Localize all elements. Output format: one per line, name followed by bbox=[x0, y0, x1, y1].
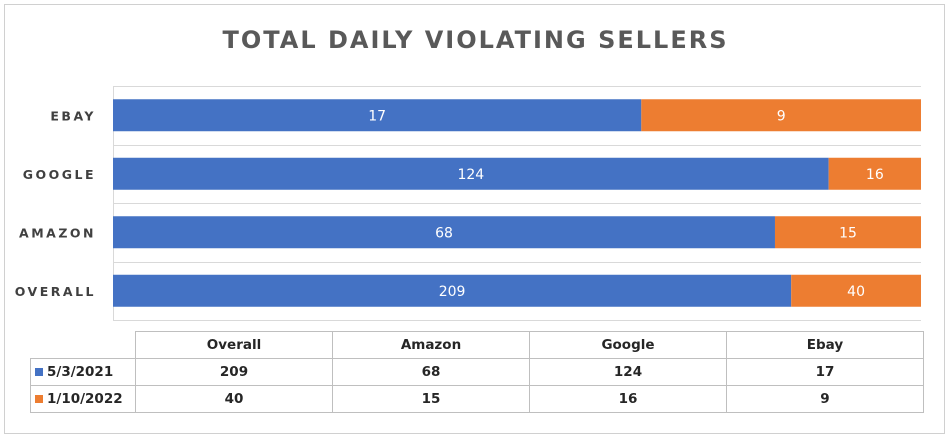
chart-title: TOTAL DAILY VIOLATING SELLERS bbox=[222, 26, 729, 54]
data-table-header: Overall bbox=[135, 331, 333, 359]
bar-segment-blue bbox=[113, 274, 792, 307]
data-table-cell: 16 bbox=[529, 385, 727, 413]
bar-segment-blue bbox=[113, 157, 829, 190]
bar-chart: 17 9 EBAY 124 16 GOOGLE 68 15 AMAZON 209 40 OVERALL bbox=[15, 86, 921, 321]
data-table-header: Google bbox=[529, 331, 727, 359]
data-label: 9 bbox=[777, 108, 786, 124]
data-table-series-cell: 5/3/2021 bbox=[30, 358, 136, 386]
bar-segment-orange bbox=[791, 274, 921, 307]
data-label: 124 bbox=[457, 167, 484, 183]
data-table-header: Ebay bbox=[726, 331, 924, 359]
bar-segment-orange bbox=[641, 99, 921, 132]
data-label: 15 bbox=[839, 225, 857, 241]
legend-swatch-blue bbox=[35, 368, 43, 376]
bar-segment-blue bbox=[113, 216, 775, 249]
data-table: Overall Amazon Google Ebay 5/3/2021 209 … bbox=[30, 331, 924, 413]
data-label: 17 bbox=[368, 108, 386, 124]
data-table-cell: 9 bbox=[726, 385, 924, 413]
data-table-header: Amazon bbox=[332, 331, 530, 359]
category-label: GOOGLE bbox=[23, 167, 96, 182]
data-table-row: 1/10/2022 40 15 16 9 bbox=[30, 385, 924, 413]
bar-segment-orange bbox=[828, 157, 921, 190]
data-table-cell: 40 bbox=[135, 385, 333, 413]
bar-segment-blue bbox=[113, 99, 642, 132]
data-table-row: 5/3/2021 209 68 124 17 bbox=[30, 358, 924, 386]
data-table-cell: 124 bbox=[529, 358, 727, 386]
data-table-series-cell: 1/10/2022 bbox=[30, 385, 136, 413]
data-table-header-row: Overall Amazon Google Ebay bbox=[30, 331, 924, 359]
data-label: 209 bbox=[439, 284, 466, 300]
data-table-cell: 17 bbox=[726, 358, 924, 386]
legend-series-label: 1/10/2022 bbox=[47, 391, 123, 407]
data-table-cell: 15 bbox=[332, 385, 530, 413]
category-label: EBAY bbox=[50, 108, 96, 123]
category-label: OVERALL bbox=[15, 284, 96, 299]
data-label: 40 bbox=[847, 284, 865, 300]
category-label: AMAZON bbox=[19, 225, 96, 240]
data-table-corner bbox=[30, 331, 136, 359]
data-label: 16 bbox=[866, 167, 884, 183]
data-table-cell: 68 bbox=[332, 358, 530, 386]
bar-segment-orange bbox=[774, 216, 921, 249]
data-label: 68 bbox=[435, 225, 453, 241]
legend-swatch-orange bbox=[35, 395, 43, 403]
legend-series-label: 5/3/2021 bbox=[47, 364, 114, 380]
data-table-cell: 209 bbox=[135, 358, 333, 386]
